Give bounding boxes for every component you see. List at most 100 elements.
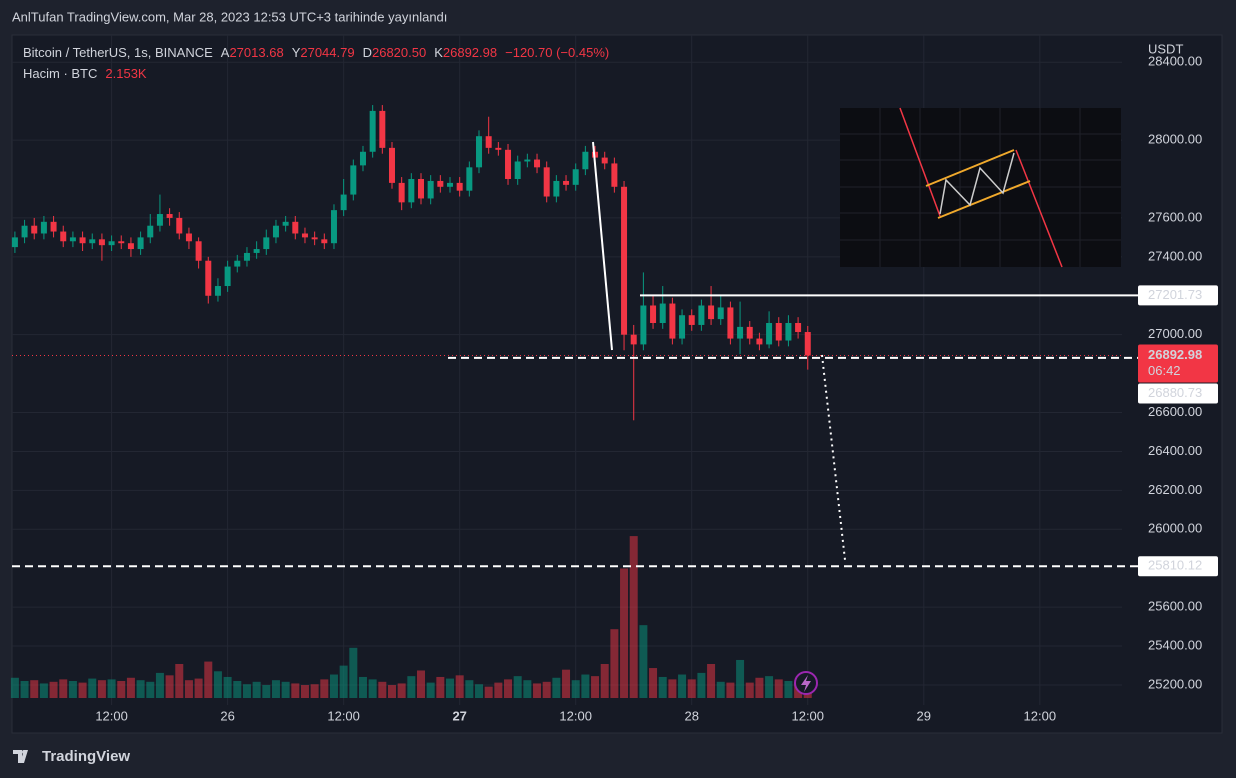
- candle-body: [756, 338, 763, 345]
- inset-grid: [840, 108, 1121, 267]
- volume-bar: [387, 685, 396, 698]
- candle-body: [147, 225, 154, 238]
- volume-bar: [310, 684, 319, 698]
- x-tick-label: 27: [452, 708, 466, 723]
- candle-body: [156, 214, 163, 226]
- candle-body: [505, 149, 512, 180]
- inset-drop: [1015, 149, 1063, 268]
- candle-body: [408, 179, 415, 203]
- candle-body: [263, 237, 270, 250]
- volume-bar: [736, 659, 745, 698]
- candle-body: [795, 323, 802, 333]
- volume-bar: [745, 682, 754, 698]
- candle-body: [89, 239, 96, 244]
- volume-bar: [475, 684, 484, 698]
- candle-body: [359, 151, 366, 166]
- candle-body: [224, 266, 231, 287]
- volume-bar: [291, 683, 300, 698]
- volume-bar: [223, 676, 232, 698]
- candle-body: [214, 286, 221, 296]
- candle-body: [727, 307, 734, 339]
- y-tick-label: 26200.00: [1148, 482, 1202, 497]
- currency: USDT: [1148, 41, 1183, 56]
- candle-body: [185, 233, 192, 242]
- candle-body: [311, 237, 318, 240]
- candle-body: [447, 182, 454, 187]
- candle-body: [50, 221, 57, 232]
- marks: [10, 105, 1138, 698]
- volume-bar: [146, 681, 155, 698]
- alert-icon[interactable]: [794, 671, 818, 695]
- candle-body: [60, 231, 67, 242]
- volume-bar: [629, 536, 638, 698]
- volume-title: Hacim · BTC: [23, 66, 97, 81]
- candle-body: [669, 303, 676, 339]
- candle-body: [717, 307, 724, 320]
- level-tag: [1138, 556, 1218, 577]
- volume-bar: [484, 686, 493, 698]
- footer-brand: TradingView: [42, 748, 130, 765]
- volume-bar: [784, 681, 793, 698]
- x-tick-label: 29: [917, 708, 931, 723]
- candle-body: [698, 305, 705, 325]
- candle-body: [340, 194, 347, 211]
- level-label: 27201.73: [1148, 287, 1202, 302]
- candle-body: [679, 315, 686, 339]
- volume-bar: [349, 647, 358, 698]
- volume-bar: [726, 682, 735, 698]
- candle-body: [166, 214, 173, 218]
- candle-body: [118, 241, 125, 244]
- volume-bar: [774, 679, 783, 698]
- volume-bar: [591, 676, 600, 698]
- volume-bar: [329, 674, 338, 698]
- volume-bar: [10, 677, 19, 698]
- volume-bar: [571, 680, 580, 698]
- candle-body: [563, 180, 570, 185]
- y-tick-label: 25200.00: [1148, 676, 1202, 691]
- candle-body: [31, 225, 38, 234]
- volume-bar: [465, 680, 474, 698]
- volume-bar: [184, 680, 193, 698]
- last-price-label: 26892.98: [1148, 347, 1202, 362]
- volume-bar: [88, 678, 97, 698]
- candle-body: [485, 136, 492, 148]
- volume-bar: [668, 679, 677, 698]
- x-tick-label: 12:00: [791, 708, 824, 723]
- candle-body: [437, 180, 444, 187]
- volume-bar: [649, 668, 658, 698]
- volume-bar: [368, 679, 377, 698]
- ohlc-label: Y: [292, 45, 301, 60]
- candle-body: [650, 305, 657, 324]
- candle-body: [630, 334, 637, 345]
- volume-bar: [194, 678, 203, 698]
- candle-body: [456, 182, 463, 191]
- ohlc-label: K: [434, 45, 443, 60]
- volume-bar: [233, 681, 242, 698]
- x-tick-label: 12:00: [1024, 708, 1057, 723]
- volume-bar: [271, 680, 280, 698]
- volume-bar: [678, 674, 687, 698]
- y-tick-label: 25400.00: [1148, 637, 1202, 652]
- candle-body: [127, 243, 134, 250]
- candle-body: [476, 136, 483, 168]
- candle-body: [301, 233, 308, 238]
- candle-body: [272, 225, 279, 238]
- countdown: 06:42: [1148, 363, 1181, 378]
- volume-bar: [204, 661, 213, 698]
- volume-bar: [213, 671, 222, 698]
- inset-zigzag: [939, 152, 1015, 215]
- volume-bar: [97, 680, 106, 698]
- candle-body: [514, 161, 521, 180]
- candle-body: [40, 221, 47, 234]
- projection-line: [821, 354, 846, 561]
- volume-bar: [581, 674, 590, 698]
- volume-bar: [252, 681, 261, 698]
- y-tick-label: 25600.00: [1148, 599, 1202, 614]
- volume-bar: [59, 679, 68, 698]
- logo: TradingView: [13, 748, 130, 765]
- ohlc-value: 26820.50: [372, 45, 426, 60]
- candle-body: [234, 260, 241, 267]
- volume-bar: [136, 680, 145, 698]
- volume-bar: [600, 664, 609, 698]
